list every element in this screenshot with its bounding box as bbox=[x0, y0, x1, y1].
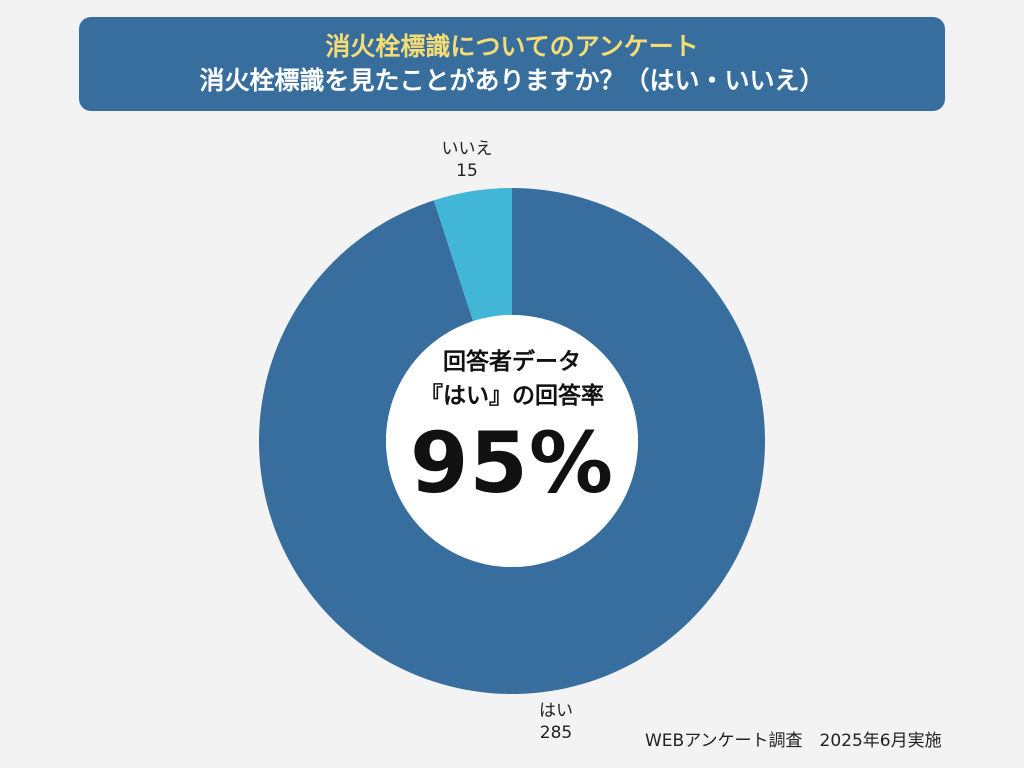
donut-hole bbox=[386, 315, 638, 567]
center-subheading: 『はい』の回答率 bbox=[420, 383, 604, 409]
chart-title: 消火栓標識についてのアンケート bbox=[325, 32, 699, 61]
slice-label-hai: はい 285 bbox=[496, 700, 616, 744]
survey-footnote: WEBアンケート調査 2025年6月実施 bbox=[645, 731, 942, 751]
slice-label-iie-name: いいえ bbox=[441, 139, 493, 159]
donut-slice-iie bbox=[433, 188, 512, 322]
chart-subtitle: 消火栓標識を見たことがありますか？（はい・いいえ） bbox=[199, 66, 825, 95]
slice-label-hai-value: 285 bbox=[539, 723, 573, 743]
slice-label-hai-name: はい bbox=[539, 701, 573, 721]
slice-label-iie-value: 15 bbox=[456, 161, 478, 181]
title-banner: 消火栓標識についてのアンケート 消火栓標識を見たことがありますか？（はい・いいえ… bbox=[79, 17, 945, 111]
center-heading: 回答者データ bbox=[443, 349, 581, 375]
donut-slice-hai bbox=[258, 188, 765, 694]
slice-label-iie: いいえ 15 bbox=[407, 138, 527, 182]
center-percentage: 95% bbox=[409, 414, 615, 512]
donut-center-text: 回答者データ 『はい』の回答率 95% bbox=[386, 345, 638, 513]
